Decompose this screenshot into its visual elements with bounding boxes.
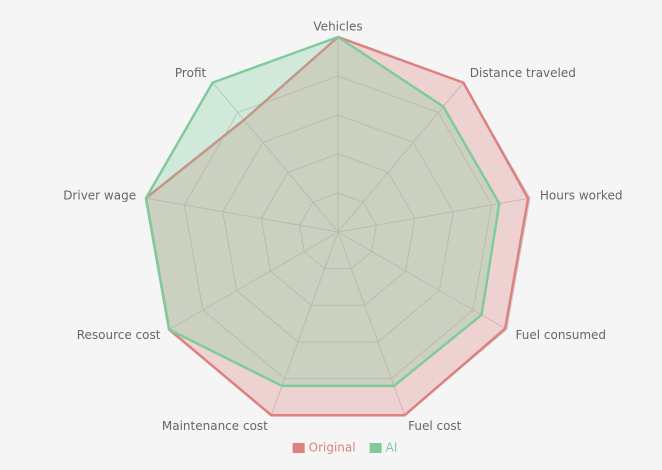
axis-label: Profit: [175, 66, 207, 80]
axis-label: Maintenance cost: [162, 419, 268, 433]
grid-ring: [222, 114, 454, 343]
grid-ring: [260, 153, 416, 306]
legend-label: AI: [386, 441, 398, 455]
grid-ring: [183, 75, 493, 380]
legend-label: Original: [309, 441, 356, 455]
grid-spoke: [337, 231, 508, 330]
grid-spoke: [145, 197, 339, 233]
axis-label: Resource cost: [77, 328, 161, 342]
axis-label: Vehicles: [313, 20, 362, 34]
grid-spoke: [168, 231, 339, 330]
axis-label: Fuel cost: [408, 419, 462, 433]
grid-spoke: [212, 82, 339, 233]
axis-label: Hours worked: [540, 189, 623, 203]
grid-ring: [299, 192, 377, 270]
series-area: [144, 35, 501, 388]
axis-label: Fuel consumed: [516, 328, 606, 342]
series-area: [144, 35, 530, 417]
axis-label: Distance traveled: [470, 66, 576, 80]
legend-swatch: [369, 443, 382, 453]
legend: Original AI: [292, 441, 398, 455]
axis-label: Driver wage: [63, 189, 136, 203]
legend-swatch: [292, 443, 305, 453]
